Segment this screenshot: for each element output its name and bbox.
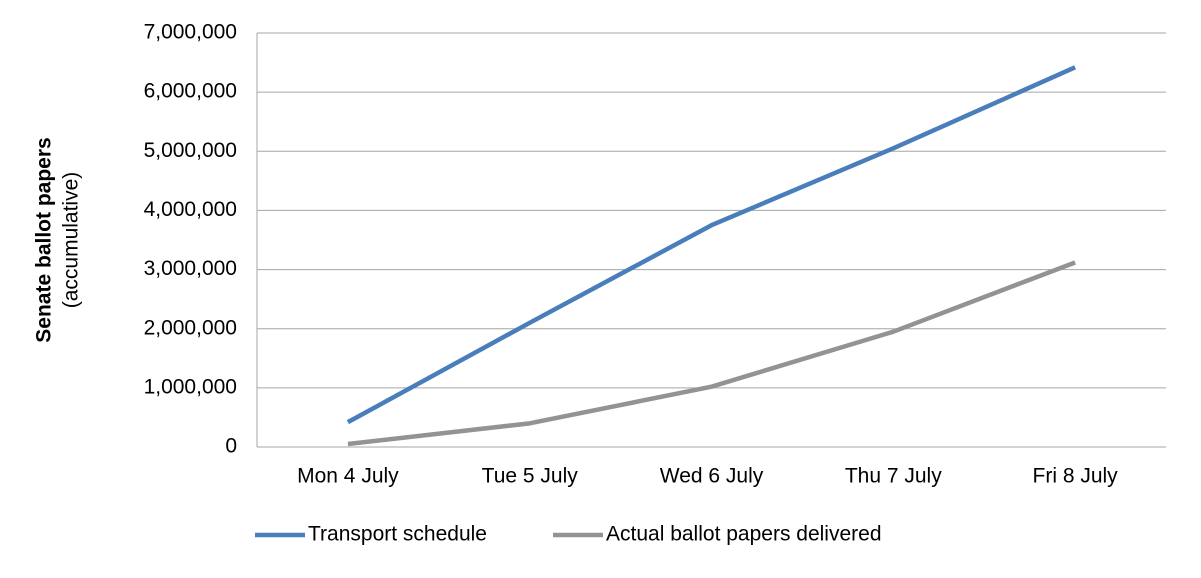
- series-line: [347, 260, 1076, 447]
- y-tick-label: 7,000,000: [144, 21, 237, 44]
- series-line: [346, 65, 1077, 425]
- x-tick-label: Thu 7 July: [845, 465, 942, 488]
- x-tick-label: Wed 6 July: [660, 465, 764, 488]
- y-axis-title: Senate ballot papers (accumulative): [33, 137, 83, 342]
- x-tick-label: Tue 5 July: [482, 465, 579, 488]
- y-tick-label: 5,000,000: [144, 139, 237, 162]
- legend-label: Transport schedule: [308, 523, 487, 546]
- y-tick-label: 6,000,000: [144, 80, 237, 103]
- y-axis-sublabel: (accumulative): [60, 172, 83, 309]
- x-tick-label: Mon 4 July: [297, 465, 399, 488]
- y-tick-label: 1,000,000: [144, 375, 237, 398]
- y-tick-label: 4,000,000: [144, 198, 237, 221]
- x-tick-label: Fri 8 July: [1033, 465, 1119, 488]
- y-axis-label: Senate ballot papers: [33, 137, 56, 342]
- y-tick-label: 0: [225, 435, 237, 458]
- y-tick-label: 3,000,000: [144, 257, 237, 280]
- legend-label: Actual ballot papers delivered: [606, 523, 882, 546]
- y-tick-label: 2,000,000: [144, 316, 237, 339]
